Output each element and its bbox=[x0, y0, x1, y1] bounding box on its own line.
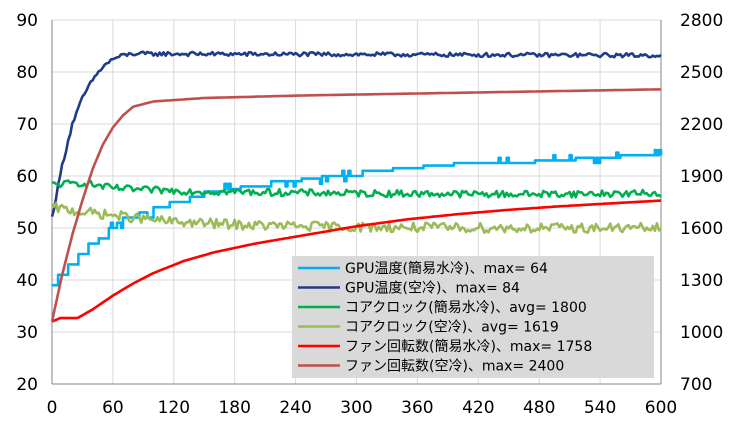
legend-label: コアクロック(簡易水冷)、avg= 1800 bbox=[345, 300, 587, 316]
y-right-tick-label: 1000 bbox=[680, 323, 723, 343]
y-left-tick-label: 40 bbox=[16, 271, 38, 291]
y-right-tick-label: 2200 bbox=[680, 115, 723, 135]
y-right-tick-label: 2800 bbox=[680, 11, 723, 31]
x-tick-label: 60 bbox=[102, 398, 124, 418]
series-line bbox=[51, 199, 662, 323]
y-left-tick-label: 60 bbox=[16, 167, 38, 187]
y-left-tick-label: 20 bbox=[16, 375, 38, 395]
y-right-tick-label: 700 bbox=[680, 375, 712, 395]
y-left-tick-label: 70 bbox=[16, 115, 38, 135]
legend-label: ファン回転数(空冷)、max= 2400 bbox=[345, 359, 564, 375]
x-tick-label: 420 bbox=[462, 398, 494, 418]
series-line bbox=[51, 179, 662, 199]
tick-labels: 0 60 120 180 240 300 360 420 480 540 600 20 30 40 50 60… bbox=[16, 11, 723, 418]
x-tick-label: 180 bbox=[218, 398, 250, 418]
x-tick-label: 540 bbox=[584, 398, 616, 418]
x-tick-label: 0 bbox=[47, 398, 58, 418]
legend-label: コアクロック(空冷)、avg= 1619 bbox=[345, 320, 559, 336]
series-group bbox=[50, 50, 663, 323]
y-right-tick-label: 2500 bbox=[680, 63, 723, 83]
legend-label: GPU温度(簡易水冷)、max= 64 bbox=[345, 261, 548, 277]
y-left-tick-label: 80 bbox=[16, 63, 38, 83]
legend: GPU温度(簡易水冷)、max= 64 GPU温度(空冷)、max= 84 コアクロ… bbox=[292, 256, 654, 378]
x-tick-label: 240 bbox=[279, 398, 311, 418]
legend-label: GPU温度(空冷)、max= 84 bbox=[345, 281, 520, 297]
y-right-tick-label: 1300 bbox=[680, 271, 723, 291]
legend-box bbox=[292, 256, 654, 378]
y-left-tick-label: 30 bbox=[16, 323, 38, 343]
y-right-tick-label: 1900 bbox=[680, 167, 723, 187]
y-left-tick-label: 50 bbox=[16, 219, 38, 239]
x-tick-label: 360 bbox=[401, 398, 433, 418]
series-line bbox=[50, 50, 662, 217]
series-line bbox=[50, 88, 662, 322]
x-tick-label: 300 bbox=[340, 398, 372, 418]
x-tick-label: 120 bbox=[158, 398, 190, 418]
y-left-tick-label: 90 bbox=[16, 11, 38, 31]
y-right-tick-label: 1600 bbox=[680, 219, 723, 239]
axes bbox=[51, 20, 662, 385]
legend-label: ファン回転数(簡易水冷)、max= 1758 bbox=[345, 339, 592, 355]
x-tick-label: 600 bbox=[645, 398, 677, 418]
x-tick-label: 480 bbox=[523, 398, 555, 418]
